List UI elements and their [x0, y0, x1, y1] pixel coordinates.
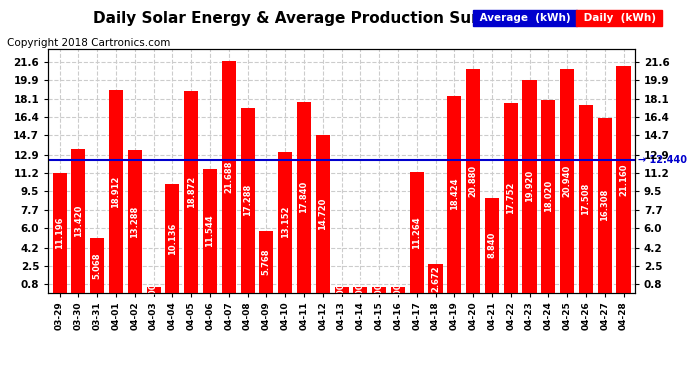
Bar [259, 231, 273, 292]
Text: 13.420: 13.420 [74, 205, 83, 237]
Text: 0.000: 0.000 [149, 277, 158, 303]
Bar [90, 238, 104, 292]
Bar [146, 287, 161, 292]
Text: 17.752: 17.752 [506, 182, 515, 214]
Text: 19.920: 19.920 [525, 170, 534, 202]
Bar [166, 184, 179, 292]
Text: 8.840: 8.840 [487, 232, 496, 258]
Text: 18.872: 18.872 [187, 176, 196, 208]
Bar [391, 287, 405, 292]
Bar [428, 264, 442, 292]
Text: 18.020: 18.020 [544, 180, 553, 212]
Text: 11.544: 11.544 [206, 214, 215, 247]
Bar [353, 287, 367, 292]
Text: Daily  (kWh): Daily (kWh) [580, 13, 659, 23]
Text: 11.264: 11.264 [412, 216, 421, 249]
Text: 0.000: 0.000 [375, 277, 384, 303]
Text: 13.152: 13.152 [281, 206, 290, 238]
Bar [485, 198, 499, 292]
Text: 20.940: 20.940 [562, 165, 571, 197]
Bar [372, 287, 386, 292]
Text: Daily Solar Energy & Average Production Sun Apr 29 19:55: Daily Solar Energy & Average Production … [92, 11, 598, 26]
Bar [522, 80, 537, 292]
Text: Average  (kWh): Average (kWh) [476, 13, 574, 23]
Bar [278, 152, 292, 292]
Text: 20.880: 20.880 [469, 165, 477, 197]
Bar [52, 173, 67, 292]
Bar [560, 69, 574, 292]
Bar [316, 135, 330, 292]
Bar [128, 150, 142, 292]
Bar [410, 172, 424, 292]
Text: 17.288: 17.288 [243, 184, 252, 216]
Bar [466, 69, 480, 292]
Text: 16.308: 16.308 [600, 189, 609, 222]
Bar [297, 102, 311, 292]
Text: 10.136: 10.136 [168, 222, 177, 255]
Text: 21.688: 21.688 [224, 160, 233, 193]
Text: → 12.440: → 12.440 [638, 154, 687, 165]
Text: 0.000: 0.000 [393, 277, 402, 303]
Text: 18.424: 18.424 [450, 178, 459, 210]
Text: 5.068: 5.068 [92, 252, 101, 279]
Text: 17.840: 17.840 [299, 181, 308, 213]
Bar [598, 118, 612, 292]
Text: 0.000: 0.000 [356, 277, 365, 303]
Bar [504, 103, 518, 292]
Bar [221, 61, 236, 292]
Bar [335, 287, 348, 292]
Bar [203, 169, 217, 292]
Bar [71, 149, 86, 292]
Text: 0.000: 0.000 [337, 277, 346, 303]
Text: Copyright 2018 Cartronics.com: Copyright 2018 Cartronics.com [7, 38, 170, 48]
Bar [184, 91, 198, 292]
Text: 2.672: 2.672 [431, 265, 440, 291]
Bar [616, 66, 631, 292]
Text: 13.288: 13.288 [130, 206, 139, 238]
Text: 5.768: 5.768 [262, 248, 271, 275]
Bar [447, 96, 462, 292]
Bar [241, 108, 255, 292]
Text: 14.720: 14.720 [318, 198, 327, 230]
Bar [109, 90, 123, 292]
Text: 21.160: 21.160 [619, 163, 628, 196]
Bar [541, 100, 555, 292]
Text: 17.508: 17.508 [582, 183, 591, 215]
Bar [579, 105, 593, 292]
Text: 18.912: 18.912 [112, 175, 121, 208]
Text: 11.196: 11.196 [55, 216, 64, 249]
